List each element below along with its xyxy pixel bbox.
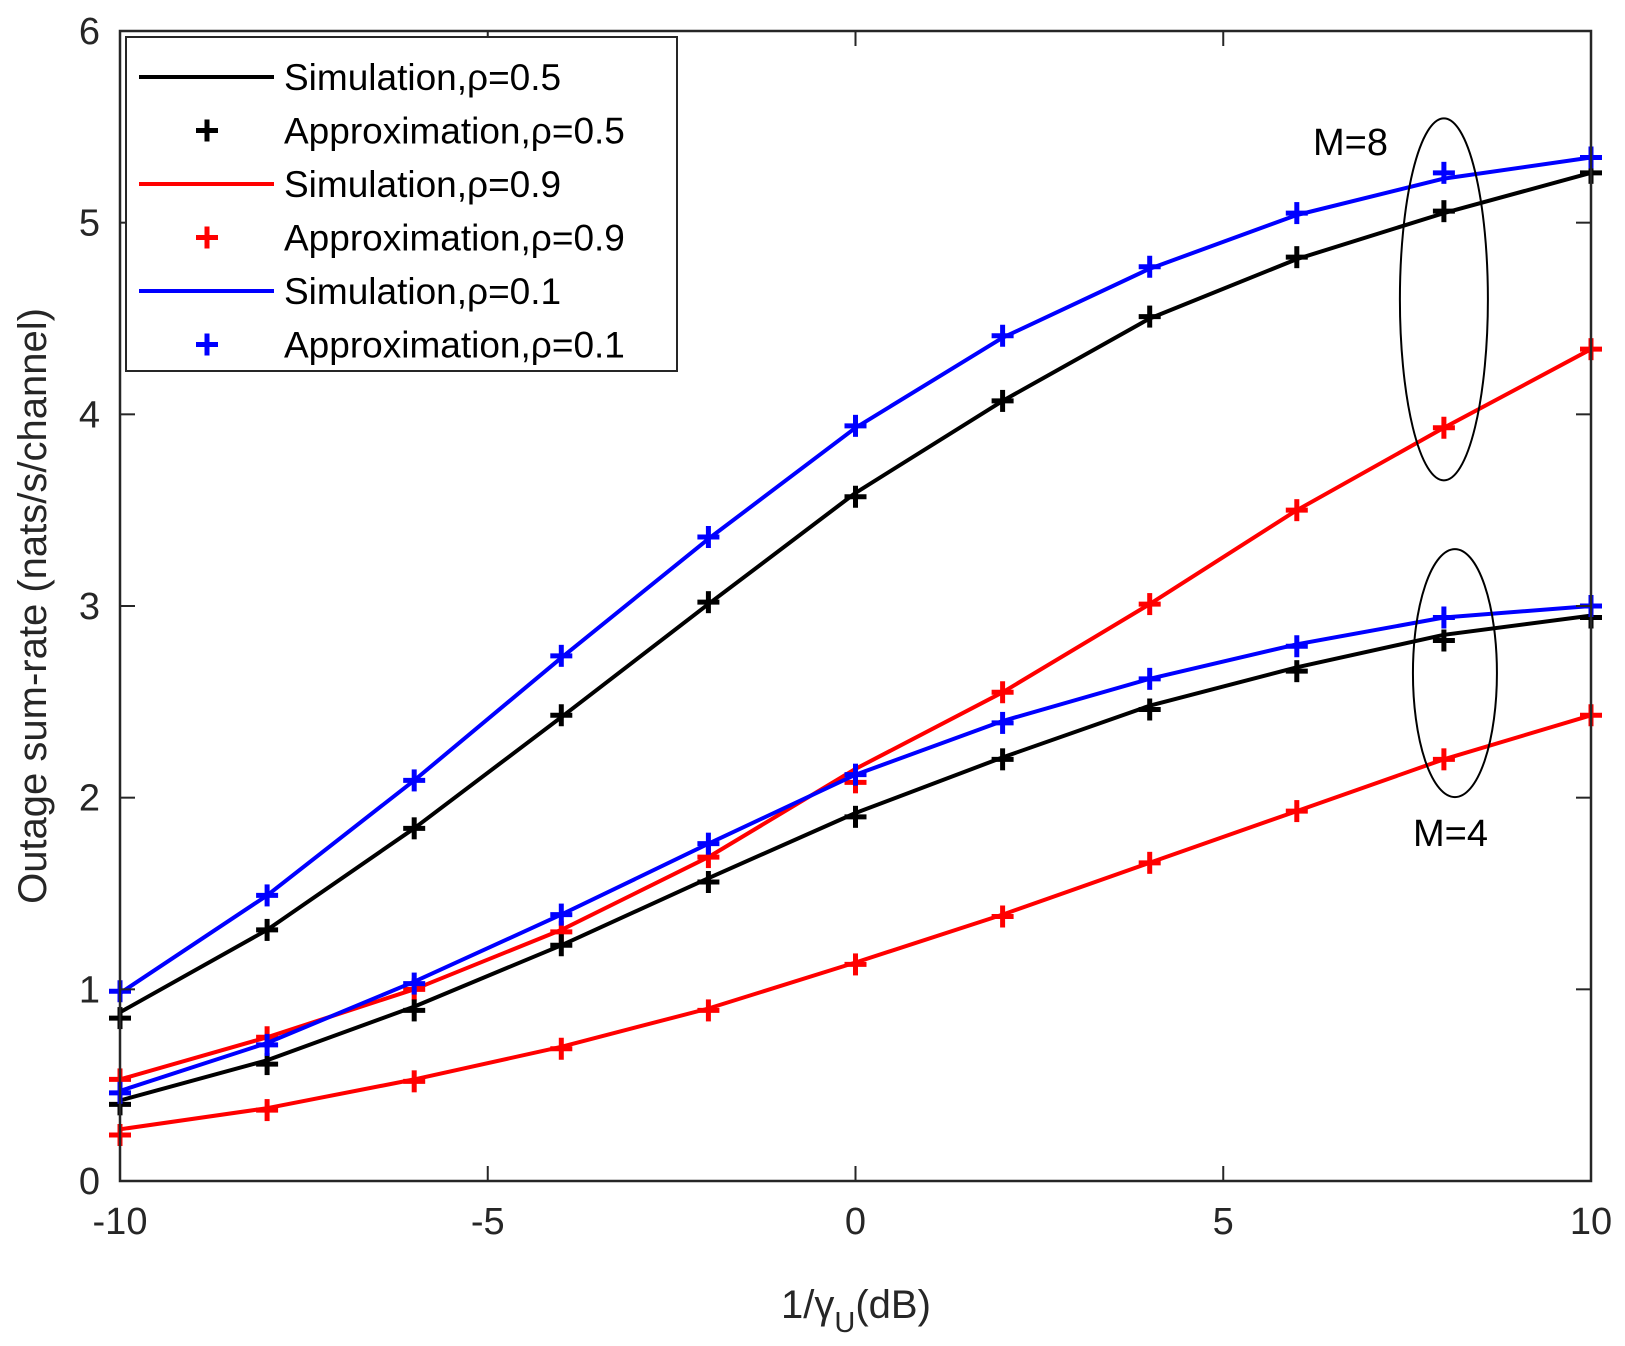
legend-items: Simulation,ρ=0.5 Approximation,ρ=0.5 Simul…: [139, 57, 625, 366]
approximation-marker-m-8-rho-0-5: [403, 817, 426, 840]
legend-entry: Approximation,ρ=0.9: [196, 218, 625, 259]
approximation-marker-m-8-rho-0-5: [697, 591, 720, 614]
approximation-marker-m-4-rho-0-5: [256, 1053, 279, 1076]
legend-entry: Simulation,ρ=0.1: [139, 271, 561, 312]
tick-layer: -10 -5 0 5 10 0 1 2 3 4 5 6: [79, 11, 1612, 1243]
legend: Simulation,ρ=0.5 Approximation,ρ=0.5 Simul…: [125, 36, 678, 372]
annotation-m4: M=4: [1413, 813, 1488, 855]
x-tick-label: 0: [845, 1201, 866, 1243]
approximation-marker-m-4-rho-0-5: [1432, 629, 1455, 652]
approximation-marker-m-4-rho-0-5: [1285, 660, 1308, 683]
x-tick-label: -10: [93, 1201, 148, 1243]
legend-label: Simulation,ρ=0.9: [284, 164, 561, 205]
approximation-marker-m-4-rho-0-1: [991, 711, 1014, 734]
approximation-marker-m-8-rho-0-1: [1432, 161, 1455, 184]
approximation-marker-m-8-rho-0-1: [256, 884, 279, 907]
approximation-marker-m-4-rho-0-5: [697, 871, 720, 893]
approximation-marker-m-4-rho-0-9: [991, 905, 1014, 928]
y-axis-title: Outage sum-rate (nats/s/channel): [11, 308, 55, 904]
approximation-marker-m-4-rho-0-9: [550, 1037, 573, 1060]
legend-entry: Simulation,ρ=0.9: [139, 164, 561, 205]
ellipse-m4: [1411, 548, 1498, 799]
x-axis-title-subscript: U: [834, 1307, 855, 1339]
legend-entry: Approximation,ρ=0.1: [196, 325, 625, 366]
approximation-marker-m-8-rho-0-5: [991, 389, 1014, 412]
approximation-marker-m-8-rho-0-5: [1138, 305, 1161, 328]
approximation-marker-m-8-rho-0-5: [844, 485, 867, 508]
approximation-marker-m-4-rho-0-9: [256, 1099, 279, 1122]
x-axis-title-suffix: (dB): [855, 1283, 931, 1327]
legend-marker-swatch: [196, 226, 218, 249]
legend-label: Simulation,ρ=0.5: [284, 57, 561, 98]
legend-label: Approximation,ρ=0.1: [284, 325, 625, 366]
x-tick-label: 10: [1570, 1201, 1612, 1243]
y-tick-label: 3: [79, 586, 100, 628]
x-axis-title: 1/γU(dB): [781, 1283, 931, 1339]
approximation-marker-m-8-rho-0-9: [1432, 416, 1455, 439]
annotation-layer: M=8 M=4: [1313, 117, 1498, 855]
legend-marker-swatch: [196, 333, 218, 356]
approximation-marker-m-4-rho-0-9: [844, 953, 867, 976]
approximation-marker-m-4-rho-0-1: [844, 763, 867, 786]
approximation-marker-m-8-rho-0-5: [1432, 200, 1455, 223]
approximation-marker-m-4-rho-0-1: [403, 972, 426, 995]
approximation-marker-m-4-rho-0-5: [991, 748, 1014, 771]
ellipse-m8: [1398, 117, 1489, 482]
x-tick-label: 5: [1213, 1201, 1234, 1243]
annotation-m8: M=8: [1313, 122, 1388, 164]
approximation-marker-m-4-rho-0-1: [697, 832, 720, 855]
legend-entry: Simulation,ρ=0.5: [139, 57, 561, 98]
approximation-marker-m-4-rho-0-9: [1138, 851, 1161, 874]
legend-entry: Approximation,ρ=0.5: [196, 111, 625, 152]
approximation-marker-m-4-rho-0-9: [1285, 800, 1308, 823]
y-tick-label: 6: [79, 11, 100, 53]
approximation-marker-m-4-rho-0-9: [403, 1070, 426, 1093]
approximation-marker-m-8-rho-0-1: [844, 414, 867, 437]
approximation-marker-m-4-rho-0-5: [844, 805, 867, 828]
approximation-marker-m-4-rho-0-5: [550, 934, 573, 957]
approximation-marker-m-8-rho-0-1: [1138, 255, 1161, 278]
approximation-marker-m-4-rho-0-5: [1138, 698, 1161, 721]
approximation-marker-m-4-rho-0-9: [697, 999, 720, 1022]
legend-marker-swatch: [196, 119, 218, 142]
approximation-marker-m-4-rho-0-5: [403, 999, 426, 1022]
y-tick-label: 5: [79, 203, 100, 245]
approximation-marker-m-8-rho-0-5: [550, 704, 573, 727]
approximation-marker-m-4-rho-0-1: [1432, 606, 1455, 629]
approximation-marker-m-8-rho-0-9: [1138, 593, 1161, 616]
y-tick-label: 0: [79, 1161, 100, 1203]
approximation-marker-m-4-rho-0-9: [1432, 748, 1455, 771]
approximation-marker-m-8-rho-0-9: [991, 681, 1014, 704]
legend-label: Approximation,ρ=0.5: [284, 111, 625, 152]
approximation-marker-m-8-rho-0-1: [1285, 202, 1308, 225]
y-tick-label: 1: [79, 969, 100, 1011]
approximation-marker-m-8-rho-0-5: [256, 918, 279, 941]
approximation-marker-m-8-rho-0-5: [1285, 246, 1308, 269]
approximation-marker-m-4-rho-0-1: [256, 1033, 279, 1056]
x-axis-title-main: 1/γ: [781, 1283, 834, 1327]
x-tick-label: -5: [471, 1201, 505, 1243]
approximation-marker-m-8-rho-0-9: [1285, 499, 1308, 522]
y-tick-label: 2: [79, 778, 100, 820]
legend-label: Simulation,ρ=0.1: [284, 271, 561, 312]
legend-box: [125, 36, 678, 372]
y-tick-label: 4: [79, 394, 100, 436]
approximation-marker-m-4-rho-0-1: [1138, 667, 1161, 690]
legend-label: Approximation,ρ=0.9: [284, 218, 625, 259]
approximation-marker-m-8-rho-0-1: [697, 526, 720, 548]
approximation-marker-m-8-rho-0-1: [550, 644, 573, 667]
approximation-marker-m-4-rho-0-1: [550, 903, 573, 926]
approximation-marker-m-4-rho-0-1: [1285, 635, 1308, 658]
approximation-marker-m-8-rho-0-1: [403, 769, 426, 792]
approximation-marker-m-8-rho-0-1: [991, 324, 1014, 347]
